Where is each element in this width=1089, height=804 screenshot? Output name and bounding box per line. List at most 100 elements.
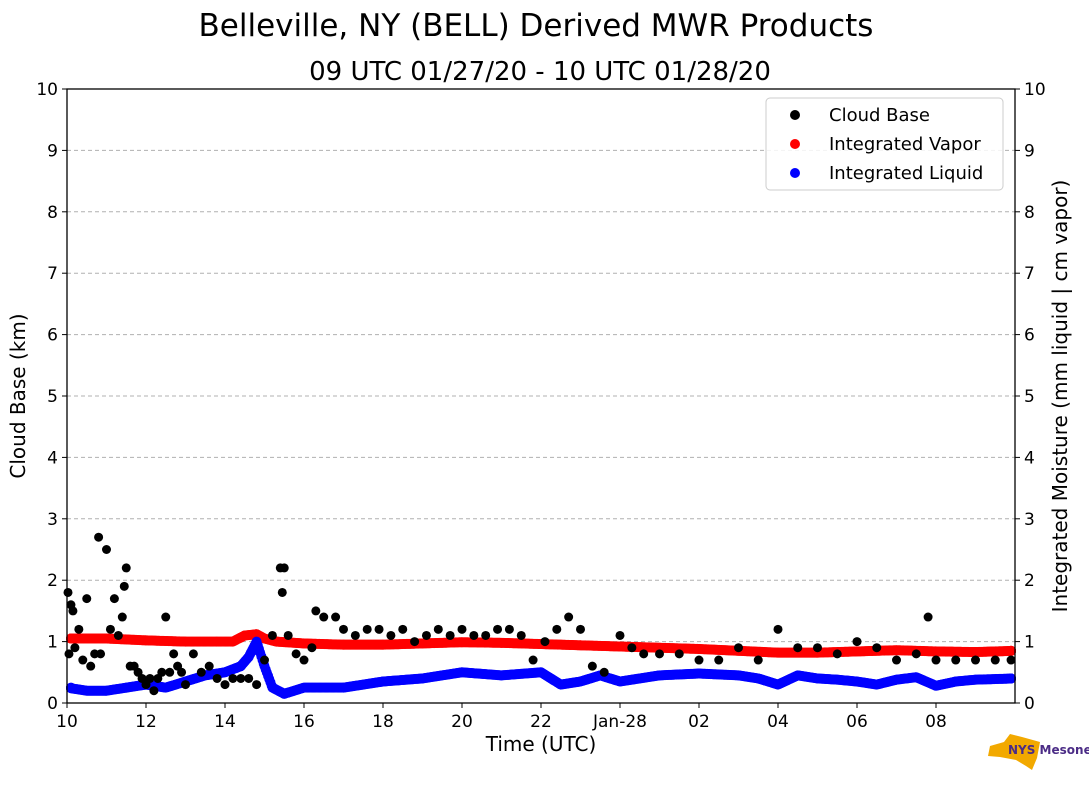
data-point	[252, 680, 262, 690]
data-point	[469, 630, 479, 640]
legend-label: Integrated Liquid	[829, 163, 983, 184]
data-point	[627, 643, 637, 653]
data-point	[339, 624, 348, 634]
data-point	[109, 594, 119, 604]
data-point	[1006, 673, 1016, 684]
legend-marker	[790, 168, 800, 178]
logo-text: NYS Mesonet	[1008, 743, 1089, 757]
data-point	[694, 655, 704, 665]
legend-box	[765, 97, 1004, 191]
mesonet-logo: NYS Mesonet	[988, 734, 1089, 770]
data-point	[70, 643, 80, 653]
data-point	[105, 624, 115, 634]
data-point	[228, 673, 238, 683]
y-tick-label: 0	[47, 694, 58, 714]
data-point	[236, 673, 246, 683]
data-point	[63, 587, 73, 597]
y-tick-label: 1	[47, 633, 58, 653]
data-point	[196, 667, 206, 677]
data-point	[362, 624, 372, 634]
y2-tick-label: 4	[1024, 448, 1035, 468]
x-tick-label: 12	[135, 712, 157, 732]
y-axis-label: Cloud Base (km)	[6, 313, 30, 478]
y-axis-left: 0 1 2 3 4 5 6 7 8 9 10	[36, 80, 67, 714]
x-tick-label: 22	[530, 712, 552, 732]
data-point	[277, 587, 287, 597]
y2-tick-label: 6	[1024, 326, 1035, 346]
y-tick-label: 8	[47, 203, 58, 223]
y2-tick-label: 5	[1024, 387, 1035, 407]
data-point	[204, 661, 214, 671]
data-point	[655, 649, 664, 659]
y-tick-label: 2	[47, 571, 58, 591]
data-point	[102, 545, 111, 554]
y2-tick-label: 9	[1024, 141, 1035, 161]
y-tick-label: 5	[47, 387, 58, 407]
y-tick-label: 4	[47, 448, 58, 468]
data-point	[177, 667, 187, 677]
data-point	[165, 667, 175, 677]
data-point	[773, 624, 783, 634]
data-point	[121, 563, 131, 573]
data-point	[852, 637, 862, 647]
chart-title: Belleville, NY (BELL) Derived MWR Produc…	[199, 8, 874, 44]
data-point	[74, 624, 84, 634]
data-point	[951, 655, 961, 665]
data-point	[267, 630, 277, 640]
data-point	[872, 643, 882, 653]
data-point	[1006, 645, 1016, 656]
legend-label: Integrated Vapor	[829, 134, 981, 155]
data-point	[82, 594, 92, 604]
data-point	[832, 649, 842, 659]
data-point	[587, 661, 597, 671]
y2-tick-label: 1	[1024, 633, 1035, 653]
data-point	[615, 630, 625, 640]
data-point	[319, 612, 329, 622]
x-tick-label: 08	[925, 712, 947, 732]
data-point	[793, 643, 803, 653]
data-point	[331, 612, 341, 622]
data-point	[753, 655, 763, 665]
y-tick-label: 3	[47, 510, 58, 530]
y-tick-label: 10	[36, 80, 58, 100]
x-axis-label: Time (UTC)	[485, 732, 597, 756]
x-tick-label: 14	[214, 712, 236, 732]
y-tick-label: 6	[47, 326, 58, 346]
data-point	[734, 643, 743, 653]
data-point	[94, 532, 104, 542]
data-point	[564, 612, 574, 622]
data-point	[599, 667, 609, 677]
data-point	[576, 624, 585, 634]
x-tick-label: 02	[688, 712, 710, 732]
data-point	[931, 655, 941, 665]
data-point	[78, 655, 88, 665]
y2-axis-label: Integrated Moisture (mm liquid | cm vapo…	[1048, 180, 1072, 613]
data-point	[674, 649, 684, 659]
y2-tick-label: 0	[1024, 694, 1035, 714]
chart-subtitle: 09 UTC 01/27/20 - 10 UTC 01/28/20	[309, 57, 771, 87]
data-point	[386, 630, 396, 640]
data-point	[299, 655, 309, 665]
data-point	[481, 630, 491, 640]
x-tick-label: 20	[451, 712, 473, 732]
data-point	[307, 643, 317, 653]
legend-label: Cloud Base	[829, 105, 930, 126]
data-point	[1006, 655, 1016, 665]
data-point	[892, 655, 901, 665]
data-point	[86, 661, 96, 671]
data-point	[96, 649, 106, 659]
y2-tick-label: 2	[1024, 571, 1035, 591]
ny-state-icon	[988, 734, 1040, 770]
data-point	[540, 637, 550, 647]
data-point	[169, 649, 179, 659]
data-point	[212, 673, 222, 683]
series-integrated-liquid	[66, 636, 1016, 699]
data-point	[374, 624, 384, 634]
y-tick-label: 7	[47, 264, 58, 284]
x-tick-label: 18	[372, 712, 394, 732]
data-point	[161, 612, 171, 622]
y2-tick-label: 8	[1024, 203, 1035, 223]
data-point	[528, 655, 538, 665]
x-tick-label: 10	[56, 712, 78, 732]
